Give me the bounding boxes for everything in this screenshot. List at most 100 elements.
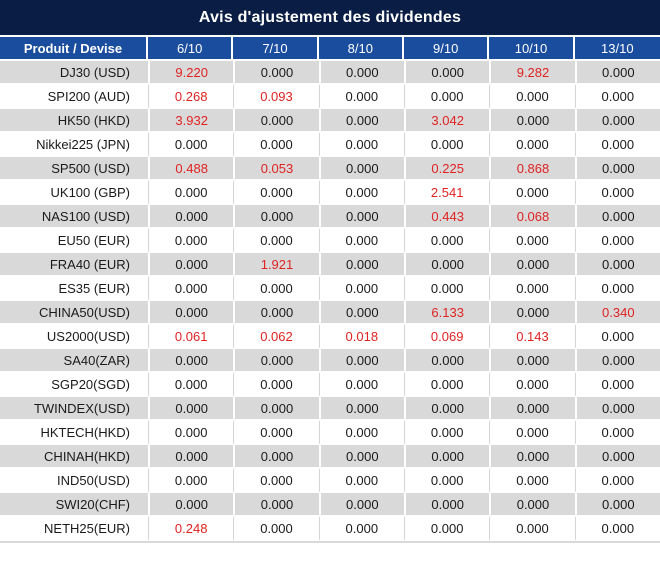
value-cell: 0.000 <box>489 109 575 133</box>
value-cell: 0.000 <box>404 445 490 469</box>
value-cell: 0.053 <box>233 157 319 181</box>
value-cell: 0.248 <box>148 517 234 541</box>
product-cell: HKTECH(HKD) <box>0 421 148 445</box>
value-cell: 0.000 <box>318 493 404 517</box>
value-cell: 0.000 <box>574 181 660 205</box>
value-cell: 0.000 <box>574 277 660 301</box>
value-cell: 0.000 <box>148 181 234 205</box>
value-cell: 0.000 <box>148 373 234 397</box>
value-cell: 6.133 <box>404 301 490 325</box>
value-cell: 0.000 <box>489 229 575 253</box>
value-cell: 0.000 <box>233 277 319 301</box>
value-cell: 0.000 <box>489 133 575 157</box>
value-cell: 0.000 <box>148 229 234 253</box>
value-cell: 0.000 <box>318 397 404 421</box>
value-cell: 0.000 <box>233 61 319 85</box>
value-cell: 0.000 <box>233 301 319 325</box>
table-row: CHINA50(USD) 0.000 0.000 0.000 6.133 0.000 0.… <box>0 301 660 325</box>
table-row: EU50 (EUR) 0.000 0.000 0.000 0.000 0.000 0.00… <box>0 229 660 253</box>
value-cell: 0.868 <box>489 157 575 181</box>
value-cell: 0.000 <box>404 133 490 157</box>
value-cell: 0.000 <box>574 469 660 493</box>
value-cell: 0.000 <box>318 181 404 205</box>
value-cell: 0.000 <box>574 205 660 229</box>
value-cell: 0.000 <box>404 373 490 397</box>
value-cell: 0.000 <box>148 133 234 157</box>
value-cell: 0.000 <box>574 517 660 541</box>
value-cell: 0.000 <box>489 301 575 325</box>
value-cell: 0.000 <box>318 349 404 373</box>
value-cell: 0.268 <box>148 85 234 109</box>
value-cell: 0.000 <box>404 397 490 421</box>
table-row: ES35 (EUR) 0.000 0.000 0.000 0.000 0.000 0.00… <box>0 277 660 301</box>
column-header: 7/10 <box>233 37 319 61</box>
table-row: SWI20(CHF) 0.000 0.000 0.000 0.000 0.000 0.00… <box>0 493 660 517</box>
table-row: SPI200 (AUD) 0.268 0.093 0.000 0.000 0.000 0.… <box>0 85 660 109</box>
value-cell: 0.000 <box>233 469 319 493</box>
value-cell: 0.000 <box>574 253 660 277</box>
value-cell: 0.000 <box>404 61 490 85</box>
product-cell: CHINA50(USD) <box>0 301 148 325</box>
product-cell: EU50 (EUR) <box>0 229 148 253</box>
value-cell: 0.018 <box>318 325 404 349</box>
product-cell: SP500 (USD) <box>0 157 148 181</box>
value-cell: 0.000 <box>318 109 404 133</box>
value-cell: 0.000 <box>318 445 404 469</box>
value-cell: 0.093 <box>233 85 319 109</box>
value-cell: 0.062 <box>233 325 319 349</box>
value-cell: 0.000 <box>318 517 404 541</box>
table-row: NETH25(EUR) 0.248 0.000 0.000 0.000 0.000 0.0… <box>0 517 660 541</box>
table-body: DJ30 (USD) 9.220 0.000 0.000 0.000 9.282 0.00… <box>0 61 660 541</box>
value-cell: 0.488 <box>148 157 234 181</box>
value-cell: 0.000 <box>233 373 319 397</box>
title-bar: Avis d'ajustement des dividendes <box>0 0 660 37</box>
value-cell: 0.000 <box>318 277 404 301</box>
value-cell: 0.000 <box>574 373 660 397</box>
value-cell: 0.000 <box>489 421 575 445</box>
value-cell: 0.000 <box>489 493 575 517</box>
value-cell: 0.000 <box>318 133 404 157</box>
value-cell: 0.000 <box>489 517 575 541</box>
value-cell: 0.000 <box>148 301 234 325</box>
table-row: SA40(ZAR) 0.000 0.000 0.000 0.000 0.000 0.000 <box>0 349 660 373</box>
value-cell: 0.069 <box>404 325 490 349</box>
value-cell: 0.000 <box>404 349 490 373</box>
product-cell: HK50 (HKD) <box>0 109 148 133</box>
value-cell: 0.000 <box>233 109 319 133</box>
product-cell: FRA40 (EUR) <box>0 253 148 277</box>
value-cell: 0.000 <box>574 157 660 181</box>
product-cell: UK100 (GBP) <box>0 181 148 205</box>
value-cell: 0.000 <box>233 349 319 373</box>
value-cell: 0.000 <box>148 397 234 421</box>
table-bottom-border <box>0 541 660 543</box>
value-cell: 0.000 <box>404 253 490 277</box>
product-cell: DJ30 (USD) <box>0 61 148 85</box>
column-header: 10/10 <box>489 37 575 61</box>
product-cell: NETH25(EUR) <box>0 517 148 541</box>
table-row: US2000(USD) 0.061 0.062 0.018 0.069 0.143 0.0… <box>0 325 660 349</box>
product-cell: US2000(USD) <box>0 325 148 349</box>
table-row: CHINAH(HKD) 0.000 0.000 0.000 0.000 0.000 0.0… <box>0 445 660 469</box>
table-row: HKTECH(HKD) 0.000 0.000 0.000 0.000 0.000 0.0… <box>0 421 660 445</box>
value-cell: 0.000 <box>233 493 319 517</box>
table-row: Nikkei225 (JPN) 0.000 0.000 0.000 0.000 0.00… <box>0 133 660 157</box>
value-cell: 0.000 <box>148 253 234 277</box>
value-cell: 0.000 <box>318 205 404 229</box>
column-header: Produit / Devise <box>0 37 148 61</box>
value-cell: 0.000 <box>233 445 319 469</box>
value-cell: 0.000 <box>233 517 319 541</box>
value-cell: 0.000 <box>318 421 404 445</box>
value-cell: 9.220 <box>148 61 234 85</box>
column-header: 6/10 <box>148 37 234 61</box>
product-cell: Nikkei225 (JPN) <box>0 133 148 157</box>
value-cell: 0.000 <box>233 205 319 229</box>
value-cell: 0.000 <box>404 421 490 445</box>
product-cell: SGP20(SGD) <box>0 373 148 397</box>
value-cell: 0.000 <box>404 229 490 253</box>
table-row: SP500 (USD) 0.488 0.053 0.000 0.225 0.868 0.0… <box>0 157 660 181</box>
value-cell: 0.000 <box>148 349 234 373</box>
value-cell: 0.443 <box>404 205 490 229</box>
value-cell: 0.000 <box>318 301 404 325</box>
value-cell: 0.000 <box>404 469 490 493</box>
